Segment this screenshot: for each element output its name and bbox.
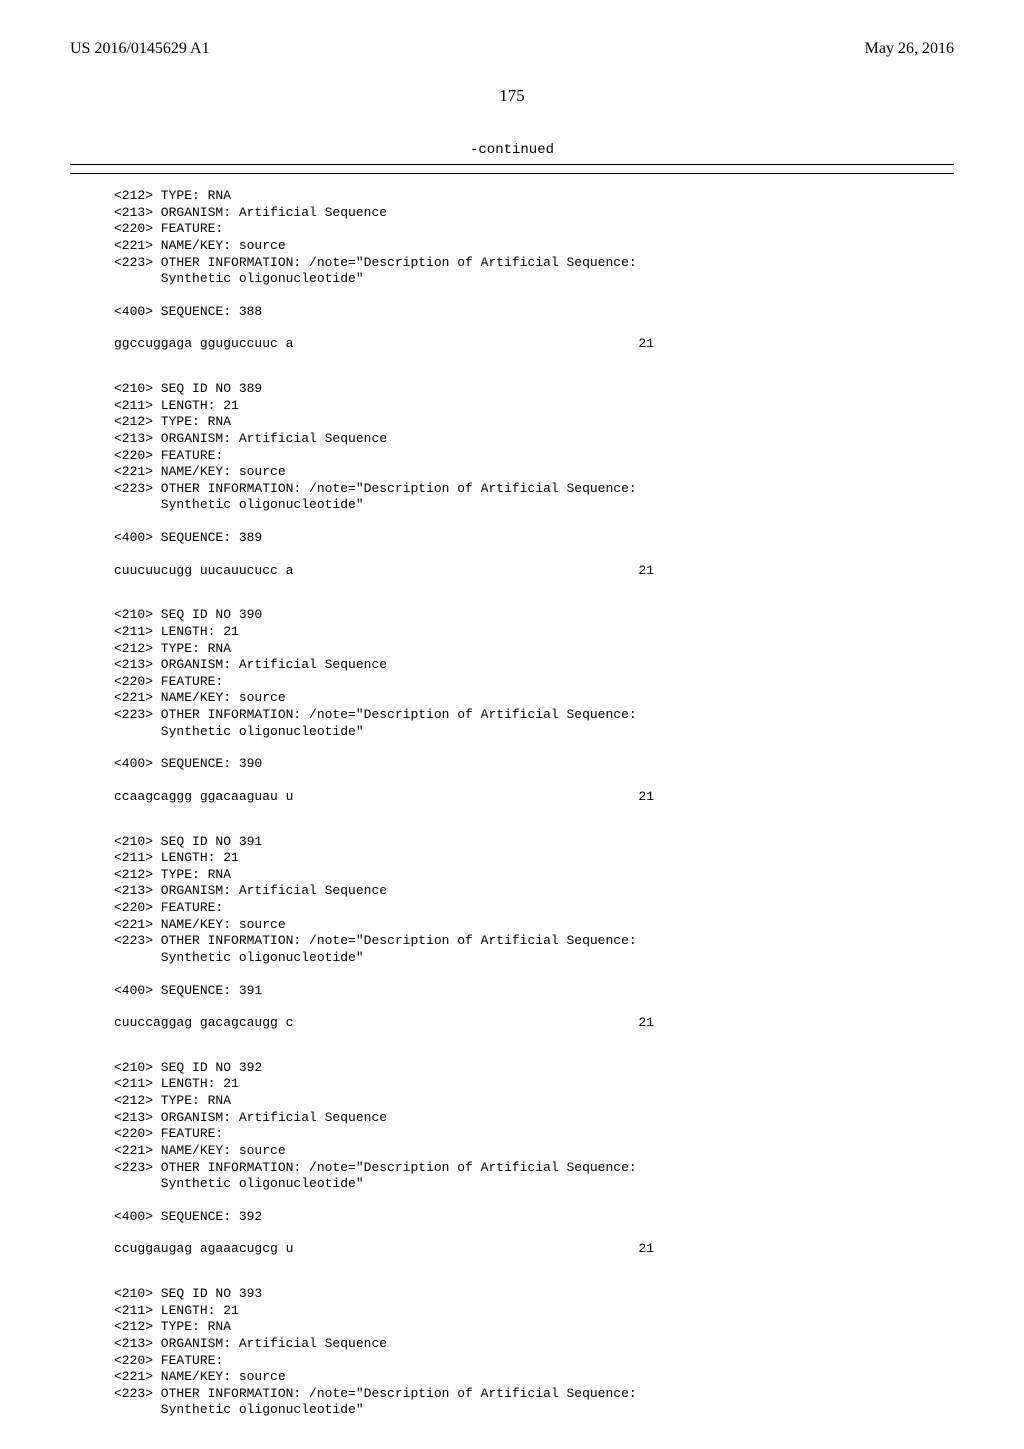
- listing-line: <212> TYPE: RNA: [70, 867, 954, 884]
- sequence-row: cuucuucugg uucauucucc a 21: [70, 563, 954, 580]
- page-header: US 2016/0145629 A1 May 26, 2016: [70, 40, 954, 58]
- sequence-row: ggccuggaga gguguccuuc a 21: [70, 336, 954, 353]
- publication-date: May 26, 2016: [865, 40, 954, 58]
- listing-line: <213> ORGANISM: Artificial Sequence: [70, 657, 954, 674]
- listing-line: <213> ORGANISM: Artificial Sequence: [70, 883, 954, 900]
- listing-line: <213> ORGANISM: Artificial Sequence: [70, 205, 954, 222]
- sequence-length: 21: [638, 1015, 954, 1032]
- listing-line: <223> OTHER INFORMATION: /note="Descript…: [70, 1160, 954, 1177]
- sequence-text: ccuggaugag agaaacugcg u: [114, 1241, 293, 1258]
- listing-line: <221> NAME/KEY: source: [70, 1369, 954, 1386]
- listing-line: <221> NAME/KEY: source: [70, 464, 954, 481]
- listing-line: Synthetic oligonucleotide": [70, 1402, 954, 1419]
- sequence-row: ccuggaugag agaaacugcg u 21: [70, 1241, 954, 1258]
- listing-line: Synthetic oligonucleotide": [70, 950, 954, 967]
- listing-line: <223> OTHER INFORMATION: /note="Descript…: [70, 707, 954, 724]
- second-rule: [70, 173, 954, 174]
- sequence-label: <400> SEQUENCE: 389: [70, 530, 954, 547]
- sequence-text: cuucuucugg uucauucucc a: [114, 563, 293, 580]
- continued-label: -continued: [70, 142, 954, 158]
- listing-line: Synthetic oligonucleotide": [70, 724, 954, 741]
- page-number: 175: [70, 86, 954, 106]
- listing-line: Synthetic oligonucleotide": [70, 271, 954, 288]
- listing-line: <223> OTHER INFORMATION: /note="Descript…: [70, 933, 954, 950]
- listing-line: <211> LENGTH: 21: [70, 398, 954, 415]
- listing-line: <220> FEATURE:: [70, 900, 954, 917]
- listing-line: <221> NAME/KEY: source: [70, 238, 954, 255]
- sequence-row: ccaagcaggg ggacaaguau u 21: [70, 789, 954, 806]
- listing-line: <210> SEQ ID NO 391: [70, 834, 954, 851]
- listing-line: <220> FEATURE:: [70, 674, 954, 691]
- listing-line: <210> SEQ ID NO 389: [70, 381, 954, 398]
- listing-line: <212> TYPE: RNA: [70, 1319, 954, 1336]
- sequence-text: ccaagcaggg ggacaaguau u: [114, 789, 293, 806]
- listing-line: Synthetic oligonucleotide": [70, 1176, 954, 1193]
- sequence-label: <400> SEQUENCE: 388: [70, 304, 954, 321]
- sequence-label: <400> SEQUENCE: 391: [70, 983, 954, 1000]
- listing-line: <220> FEATURE:: [70, 448, 954, 465]
- sequence-length: 21: [638, 336, 954, 353]
- listing-line: <212> TYPE: RNA: [70, 641, 954, 658]
- listing-line: <213> ORGANISM: Artificial Sequence: [70, 1336, 954, 1353]
- listing-line: <223> OTHER INFORMATION: /note="Descript…: [70, 255, 954, 272]
- listing-line: <212> TYPE: RNA: [70, 1093, 954, 1110]
- sequence-listing: <212> TYPE: RNA<213> ORGANISM: Artificia…: [70, 188, 954, 1419]
- sequence-text: cuuccaggag gacagcaugg c: [114, 1015, 293, 1032]
- listing-line: <223> OTHER INFORMATION: /note="Descript…: [70, 1386, 954, 1403]
- listing-line: <211> LENGTH: 21: [70, 850, 954, 867]
- listing-line: <211> LENGTH: 21: [70, 1076, 954, 1093]
- listing-line: <221> NAME/KEY: source: [70, 917, 954, 934]
- sequence-length: 21: [638, 789, 954, 806]
- sequence-label: <400> SEQUENCE: 392: [70, 1209, 954, 1226]
- top-rule: [70, 164, 954, 165]
- listing-line: <220> FEATURE:: [70, 221, 954, 238]
- sequence-length: 21: [638, 563, 954, 580]
- listing-line: <212> TYPE: RNA: [70, 188, 954, 205]
- publication-number: US 2016/0145629 A1: [70, 40, 210, 58]
- page: US 2016/0145629 A1 May 26, 2016 175 -con…: [0, 0, 1024, 1449]
- listing-line: <211> LENGTH: 21: [70, 624, 954, 641]
- listing-line: <223> OTHER INFORMATION: /note="Descript…: [70, 481, 954, 498]
- listing-line: <211> LENGTH: 21: [70, 1303, 954, 1320]
- listing-line: <221> NAME/KEY: source: [70, 690, 954, 707]
- sequence-text: ggccuggaga gguguccuuc a: [114, 336, 293, 353]
- listing-line: <213> ORGANISM: Artificial Sequence: [70, 1110, 954, 1127]
- listing-line: <210> SEQ ID NO 392: [70, 1060, 954, 1077]
- listing-line: <213> ORGANISM: Artificial Sequence: [70, 431, 954, 448]
- listing-line: Synthetic oligonucleotide": [70, 497, 954, 514]
- sequence-length: 21: [638, 1241, 954, 1258]
- listing-line: <210> SEQ ID NO 393: [70, 1286, 954, 1303]
- sequence-row: cuuccaggag gacagcaugg c 21: [70, 1015, 954, 1032]
- listing-line: <220> FEATURE:: [70, 1126, 954, 1143]
- listing-line: <210> SEQ ID NO 390: [70, 607, 954, 624]
- sequence-label: <400> SEQUENCE: 390: [70, 756, 954, 773]
- listing-line: <221> NAME/KEY: source: [70, 1143, 954, 1160]
- listing-line: <220> FEATURE:: [70, 1353, 954, 1370]
- listing-line: <212> TYPE: RNA: [70, 414, 954, 431]
